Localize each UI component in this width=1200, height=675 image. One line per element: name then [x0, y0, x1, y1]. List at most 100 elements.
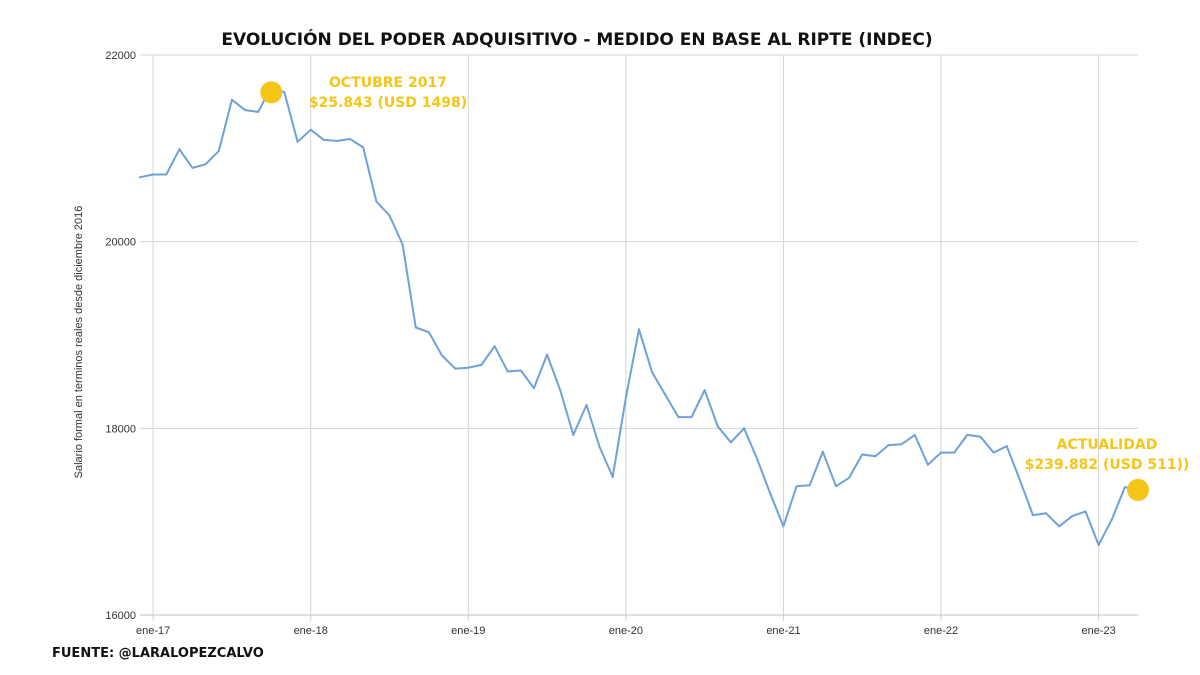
data-point — [217, 150, 220, 153]
data-point — [769, 492, 772, 495]
data-point — [1031, 514, 1034, 517]
series-points — [139, 85, 1139, 546]
data-point — [191, 166, 194, 169]
x-tick-label: ene-22 — [924, 625, 958, 637]
data-point — [1071, 515, 1074, 518]
data-point — [913, 433, 916, 436]
data-point — [454, 367, 457, 370]
data-point — [1097, 544, 1100, 546]
data-point — [139, 176, 141, 179]
data-point — [782, 525, 785, 528]
y-tick-label: 16000 — [105, 610, 136, 622]
data-point — [1005, 445, 1008, 448]
data-point — [834, 485, 837, 488]
data-point — [979, 435, 982, 438]
data-point — [585, 404, 588, 406]
data-point — [1045, 512, 1048, 515]
data-point — [441, 354, 444, 357]
data-point — [808, 484, 811, 487]
x-tick-label: ene-19 — [451, 625, 485, 637]
data-point — [1018, 478, 1021, 481]
data-point — [1058, 525, 1061, 528]
data-point — [546, 353, 549, 356]
data-point — [283, 91, 286, 94]
data-point — [335, 139, 338, 142]
y-axis-ticks: 16000 18000 20000 22000 — [105, 50, 136, 622]
data-point — [677, 416, 680, 419]
x-tick-label: ene-21 — [766, 625, 800, 637]
data-point — [519, 369, 522, 372]
data-point — [349, 138, 352, 140]
data-point — [309, 128, 312, 131]
data-point — [992, 451, 995, 454]
data-point — [1110, 518, 1113, 521]
data-point — [165, 173, 168, 176]
x-tick-label: ene-17 — [136, 625, 170, 637]
data-point — [414, 326, 417, 329]
data-point — [940, 451, 943, 454]
annotation-actualidad-title: ACTUALIDAD — [1057, 437, 1158, 453]
data-point — [559, 389, 562, 392]
data-point — [257, 110, 260, 113]
data-point — [953, 451, 956, 454]
y-tick-label: 22000 — [105, 50, 136, 62]
highlight-marker-actualidad — [1127, 478, 1149, 501]
data-point — [493, 345, 496, 348]
data-point — [756, 458, 759, 461]
y-axis-label: Salario formal en terminos reales desde … — [73, 206, 85, 479]
data-point — [362, 146, 365, 149]
y-tick-label: 18000 — [105, 423, 136, 435]
data-point — [638, 328, 640, 331]
data-point — [729, 441, 732, 444]
data-point — [296, 140, 299, 143]
data-point — [598, 446, 601, 448]
annotation-actualidad-value: $239.882 (USD 511)) — [1025, 457, 1190, 473]
data-point — [743, 427, 746, 430]
x-tick-label: ene-23 — [1081, 625, 1115, 637]
data-point — [427, 331, 430, 334]
data-point — [874, 455, 877, 458]
data-point — [821, 450, 824, 453]
data-point — [1084, 510, 1087, 513]
annotation-oct-2017-title: OCTUBRE 2017 — [329, 75, 447, 91]
y-tick-label: 20000 — [105, 237, 136, 249]
x-axis-ticks: ene-17 ene-18 ene-19 ene-20 ene-21 ene-22 ene-… — [136, 625, 1116, 637]
x-tick-label: ene-18 — [294, 625, 328, 637]
chart-title: EVOLUCIÓN DEL PODER ADQUISITIVO - MEDIDO… — [221, 28, 932, 50]
annotation-oct-2017-value: $25.843 (USD 1498) — [309, 95, 467, 111]
data-point — [480, 363, 483, 366]
data-point — [375, 200, 378, 203]
data-point — [388, 214, 391, 217]
data-point — [926, 463, 929, 466]
series-line — [139, 85, 1139, 546]
data-point — [664, 393, 667, 396]
data-point — [204, 163, 207, 166]
data-point — [401, 243, 404, 246]
x-tick-label: ene-20 — [609, 625, 643, 637]
data-point — [703, 389, 706, 392]
data-point — [506, 370, 509, 373]
data-point — [795, 485, 798, 488]
data-point — [624, 396, 627, 399]
grid-lines — [140, 54, 1138, 621]
data-point — [532, 387, 535, 390]
data-point — [861, 453, 864, 456]
data-point — [848, 476, 851, 479]
data-point — [152, 173, 155, 176]
data-point — [322, 138, 325, 141]
data-point — [887, 444, 890, 447]
data-point — [244, 109, 247, 112]
data-point — [716, 425, 719, 428]
data-point — [1123, 486, 1126, 489]
source-credit: FUENTE: @LARALOPEZCALVO — [52, 646, 264, 661]
data-point — [690, 416, 693, 419]
data-point — [651, 371, 654, 374]
data-point — [467, 366, 470, 369]
data-point — [572, 433, 575, 436]
data-point — [230, 98, 233, 101]
data-point — [611, 475, 614, 478]
highlight-marker-oct-2017 — [260, 81, 283, 104]
data-point — [178, 148, 181, 151]
data-point — [966, 433, 969, 436]
